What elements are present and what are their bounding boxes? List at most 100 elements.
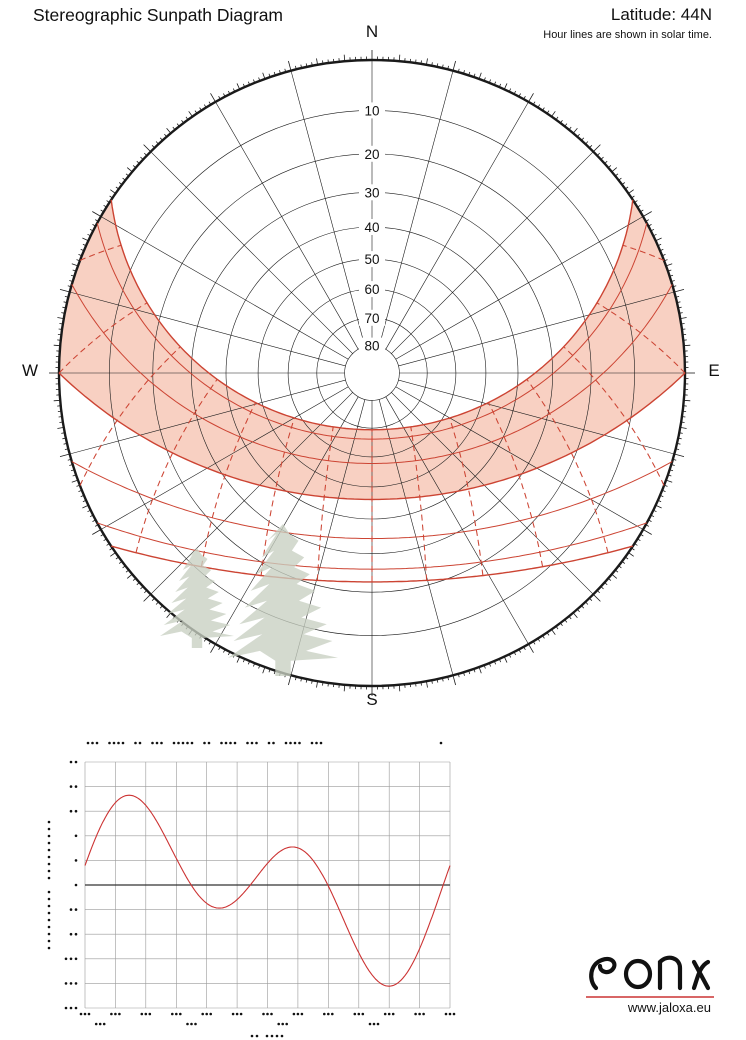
hour-line bbox=[410, 426, 428, 581]
azimuth-tick bbox=[568, 126, 572, 131]
azimuth-tick bbox=[528, 643, 534, 653]
label-dot bbox=[74, 1006, 78, 1010]
label-dot bbox=[47, 932, 51, 936]
label-dot bbox=[64, 982, 68, 985]
azimuth-tick bbox=[284, 68, 287, 73]
sun-band-fill bbox=[59, 199, 685, 500]
azimuth-tick bbox=[103, 204, 107, 208]
altitude-labels: 10 20 30 40 50 60 70 80 bbox=[359, 102, 385, 354]
label-dot bbox=[298, 741, 301, 745]
azimuth-tick bbox=[523, 96, 526, 100]
label-dot bbox=[74, 859, 78, 862]
azimuth-tick bbox=[57, 334, 62, 336]
altitude-label-bg bbox=[359, 184, 385, 201]
azimuth-tick bbox=[640, 533, 644, 537]
azimuth-tick bbox=[409, 58, 411, 63]
label-dot bbox=[315, 741, 318, 745]
azimuth-tick bbox=[659, 494, 664, 498]
latitude-label: Latitude: 44N bbox=[610, 5, 712, 24]
altitude-label-bg bbox=[359, 219, 385, 235]
label-dot bbox=[69, 932, 73, 936]
azimuth-tick bbox=[576, 608, 580, 613]
label-dot bbox=[47, 820, 51, 824]
tree-large bbox=[228, 524, 338, 676]
azimuth-tick bbox=[667, 474, 672, 477]
solar-time-note: Hour lines are shown in solar time. bbox=[543, 29, 712, 41]
azimuth-tick bbox=[64, 448, 69, 450]
azimuth-line bbox=[150, 392, 353, 595]
label-dot bbox=[47, 841, 51, 845]
label-dot bbox=[203, 741, 206, 745]
azimuth-tick bbox=[59, 453, 70, 457]
azimuth-tick bbox=[614, 173, 619, 177]
label-dot bbox=[327, 1012, 330, 1016]
azimuth-tick bbox=[144, 152, 148, 156]
label-dot bbox=[267, 741, 271, 745]
azimuth-tick bbox=[585, 141, 589, 145]
azimuth-tick bbox=[681, 323, 685, 325]
label-dot bbox=[79, 1012, 83, 1016]
jaloxa-logo bbox=[589, 955, 711, 991]
label-dot bbox=[277, 1022, 281, 1026]
azimuth-tick bbox=[513, 651, 517, 656]
altitude-label: 10 bbox=[364, 103, 379, 118]
declination-curve bbox=[71, 284, 673, 464]
azimuth-tick bbox=[640, 209, 644, 213]
azimuth-tick bbox=[166, 612, 172, 619]
azimuth-tick bbox=[664, 484, 668, 487]
azimuth-tick bbox=[431, 62, 433, 66]
azimuth-tick bbox=[682, 334, 687, 336]
azimuth-tick bbox=[208, 101, 212, 105]
label-dot bbox=[69, 957, 73, 961]
hour-lines bbox=[58, 244, 686, 582]
azimuth-tick bbox=[62, 306, 66, 309]
azimuth-tick bbox=[621, 182, 626, 185]
azimuth-tick bbox=[71, 263, 79, 267]
azimuth-tick bbox=[125, 173, 130, 177]
azimuth-tick bbox=[92, 529, 102, 535]
azimuth-tick bbox=[662, 489, 666, 492]
azimuth-tick bbox=[447, 65, 449, 70]
azimuth-tick bbox=[463, 70, 465, 74]
label-dot bbox=[319, 741, 323, 745]
label-dot bbox=[117, 741, 120, 745]
azimuth-line bbox=[69, 291, 346, 367]
label-dot bbox=[110, 1012, 113, 1016]
azimuth-tick bbox=[247, 660, 251, 665]
label-dot bbox=[239, 1012, 243, 1016]
logo-glyph-3 bbox=[657, 955, 683, 991]
azimuth-tick bbox=[57, 410, 62, 412]
hour-line bbox=[58, 302, 148, 374]
azimuth-tick bbox=[268, 73, 271, 78]
azimuth-tick bbox=[436, 679, 439, 683]
azimuth-tick bbox=[560, 119, 563, 124]
azimuth-tick bbox=[621, 561, 626, 564]
label-dot bbox=[121, 741, 125, 745]
azimuth-tick bbox=[682, 410, 687, 412]
azimuth-tick bbox=[528, 93, 534, 103]
label-dot bbox=[246, 741, 249, 745]
label-dot bbox=[47, 925, 51, 929]
label-dot bbox=[331, 1012, 334, 1016]
azimuth-tick bbox=[447, 676, 449, 681]
label-dot bbox=[74, 785, 78, 788]
azimuth-tick bbox=[253, 663, 256, 667]
azimuth-tick bbox=[532, 101, 536, 105]
label-dot bbox=[422, 1012, 425, 1016]
azimuth-tick bbox=[279, 70, 281, 74]
compass-label-north: N bbox=[365, 22, 379, 41]
label-dot bbox=[64, 957, 68, 961]
azimuth-tick bbox=[483, 77, 486, 81]
label-dot bbox=[265, 1034, 269, 1038]
azimuth-tick bbox=[126, 573, 133, 579]
altitude-label: 70 bbox=[364, 311, 379, 326]
label-dot bbox=[231, 1012, 235, 1016]
azimuth-tick bbox=[398, 54, 401, 62]
azimuth-tick bbox=[118, 561, 123, 564]
hour-line bbox=[200, 402, 256, 567]
azimuth-tick bbox=[69, 464, 73, 466]
label-dot bbox=[47, 911, 51, 915]
azimuth-tick bbox=[551, 629, 556, 635]
azimuth-tick bbox=[473, 668, 476, 673]
azimuth-tick bbox=[122, 565, 126, 569]
